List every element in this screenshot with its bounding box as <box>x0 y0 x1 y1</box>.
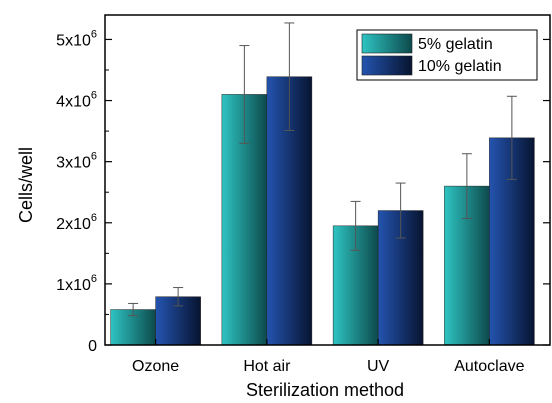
y-tick-label: 3x106 <box>56 151 97 172</box>
x-tick-label: UV <box>367 358 390 375</box>
error-bar <box>239 45 250 144</box>
x-tick-label: Autoclave <box>454 358 524 375</box>
x-tick-label: Ozone <box>132 358 179 375</box>
y-tick-label: 5x106 <box>56 28 97 49</box>
y-tick-label: 2x106 <box>56 212 97 233</box>
legend-label: 5% gelatin <box>418 36 493 53</box>
error-bar <box>173 287 184 307</box>
y-tick-label: 1x106 <box>56 273 97 294</box>
error-bar <box>350 200 361 251</box>
error-bar <box>395 182 406 239</box>
x-axis-title: Sterilization method <box>246 380 404 400</box>
legend-swatch <box>361 55 413 76</box>
legend-label: 10% gelatin <box>418 58 502 75</box>
error-bar <box>506 95 517 180</box>
x-axis: Ozone Hot air UV Autoclave <box>132 339 525 375</box>
error-bar <box>461 153 472 219</box>
y-tick-label: 4x106 <box>56 90 97 111</box>
y-axis-title: Cells/well <box>16 147 36 223</box>
legend-swatch <box>361 33 413 54</box>
legend: 5% gelatin 10% gelatin <box>356 29 538 81</box>
plot-frame <box>104 14 551 346</box>
y-axis: 0 1x106 2x106 3x106 4x106 5x106 <box>56 28 550 355</box>
y-tick-label: 0 <box>88 338 97 355</box>
x-tick-label: Hot air <box>243 358 291 375</box>
error-bar <box>128 302 139 317</box>
bars-layer <box>110 76 535 346</box>
error-bars-layer <box>128 22 517 317</box>
error-bar <box>284 22 295 131</box>
